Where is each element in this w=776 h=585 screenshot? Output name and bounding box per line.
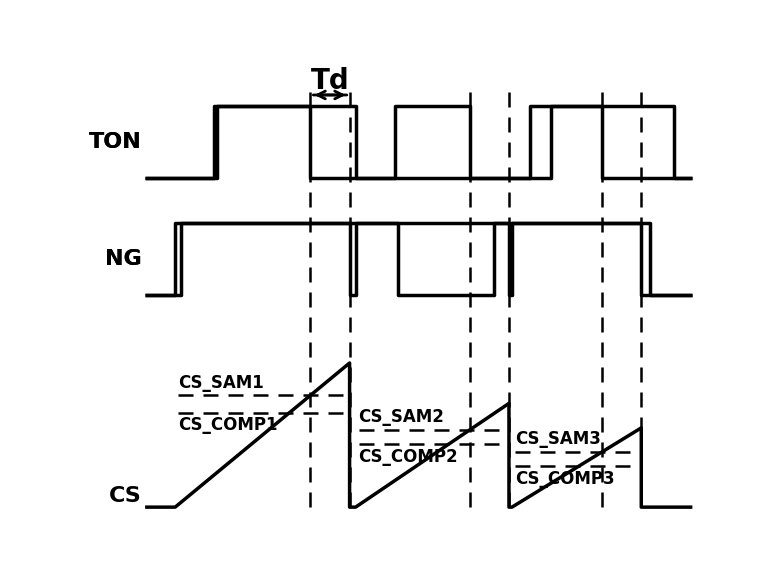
Text: CS_SAM3: CS_SAM3 (515, 430, 601, 448)
Text: NG: NG (106, 249, 142, 269)
Text: CS_SAM2: CS_SAM2 (359, 408, 445, 426)
Text: CS_SAM1: CS_SAM1 (178, 374, 264, 392)
Text: CS_COMP3: CS_COMP3 (515, 470, 615, 488)
Text: TON: TON (89, 132, 142, 152)
Text: TON: TON (89, 132, 142, 152)
Text: Td: Td (310, 67, 349, 95)
Text: CS_COMP2: CS_COMP2 (359, 448, 459, 466)
Text: CS: CS (109, 486, 142, 505)
Text: CS_COMP1: CS_COMP1 (178, 416, 278, 434)
Text: NG: NG (106, 249, 142, 269)
